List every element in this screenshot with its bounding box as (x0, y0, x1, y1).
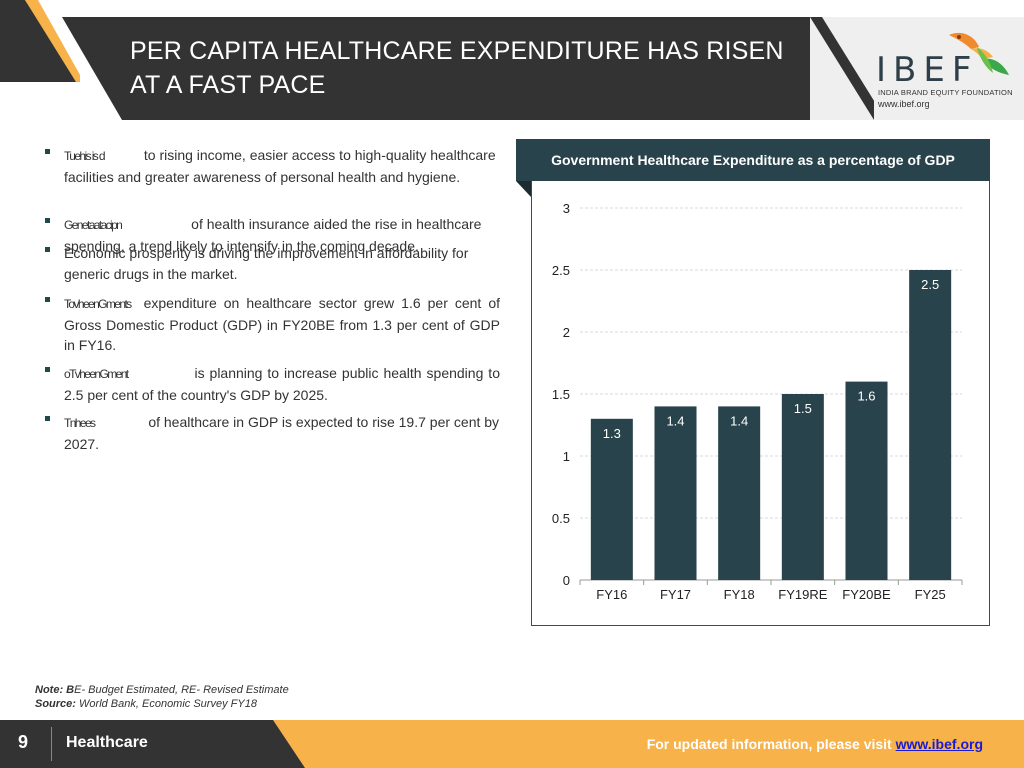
bar (718, 406, 761, 580)
bullet-text: Economic prosperity is driving the impro… (64, 245, 469, 282)
bullet-marker-icon (45, 218, 50, 223)
footer-cta: For updated information, please visit ww… (647, 736, 983, 752)
header-bar (62, 17, 874, 120)
y-tick-label: 2 (563, 325, 570, 340)
x-tick-label: FY19RE (778, 587, 827, 602)
footer-divider (51, 727, 52, 761)
bar (781, 394, 824, 580)
chart-title-tab (516, 181, 531, 197)
source-text: World Bank, Economic Survey FY18 (79, 698, 257, 710)
bar (590, 418, 633, 580)
logo-subtitle: INDIA BRAND EQUITY FOUNDATION (878, 88, 1013, 97)
bullet-item: Economic prosperity is driving the impro… (44, 243, 500, 284)
bullet-marker-icon (45, 297, 50, 302)
y-tick-label: 2.5 (552, 263, 570, 278)
data-label: 2.5 (921, 277, 939, 292)
bullet-keyword: Genetaatacipn (64, 218, 123, 232)
bar-chart: 0 0.5 1 1.5 2 2.5 3 1.3 FY16 1.4 FY17 1.4 FY18 1.5 FY1… (552, 201, 963, 602)
bullet-item: Tnhees of healthcare in GDP is expected … (44, 412, 500, 454)
footer-section: Healthcare (66, 734, 148, 751)
note-text: E- Budget Estimated, RE- Revised Estimat… (74, 684, 289, 696)
bar (845, 381, 888, 580)
bullet-keyword: Tnhees (64, 416, 96, 430)
bullet-text: to rising income, easier access to high-… (64, 147, 496, 185)
logo-url: www.ibef.org (878, 99, 930, 109)
footer-cta-text: For updated information, please visit (646, 736, 896, 752)
data-label: 1.4 (730, 413, 748, 428)
y-tick-label: 0.5 (552, 511, 570, 526)
page-number: 9 (18, 732, 29, 752)
bullet-item: oTvheenGment is planning to increase pub… (44, 363, 500, 405)
x-tick-label: FY16 (596, 587, 627, 602)
y-tick-label: 1.5 (552, 387, 570, 402)
bullet-keyword: oTvheenGment (64, 367, 129, 381)
y-tick-label: 1 (563, 449, 570, 464)
bullet-marker-icon (45, 367, 50, 372)
bullet-item: Tuehis is d to rising income, easier acc… (44, 145, 500, 187)
footer-dark-shape (0, 720, 305, 768)
data-label: 1.4 (666, 413, 684, 428)
footer-link[interactable]: www.ibef.org (895, 736, 983, 752)
bar (654, 406, 697, 580)
header-corner-shape (0, 0, 80, 82)
data-label: 1.6 (857, 389, 875, 404)
bullet-item: Genetaatacipn of health insurance aided … (44, 214, 500, 256)
bird-logo-icon (949, 32, 1009, 75)
bullet-text: is planning to increase public health sp… (64, 365, 500, 403)
x-tick-label: FY17 (660, 587, 691, 602)
data-label: 1.5 (794, 401, 812, 416)
x-tick-label: FY18 (724, 587, 755, 602)
bullet-marker-icon (45, 416, 50, 421)
bullet-keyword: Tuehis is d (64, 149, 106, 163)
ibef-logo: IBEF (876, 50, 979, 90)
chart-title: Government Healthcare Expenditure as a p… (516, 139, 990, 181)
bullet-text: of healthcare in GDP is expected to rise… (64, 414, 500, 452)
note-label: Note: B (35, 684, 75, 696)
bullet-keyword: TovheenGments (64, 297, 132, 311)
source-label: Source: (35, 698, 76, 710)
note-line: Note: BE- Budget Estimated, RE- Revised … (35, 684, 289, 696)
source-line: Source: World Bank, Economic Survey FY18 (35, 698, 257, 710)
bar (909, 270, 952, 580)
data-label: 1.3 (603, 426, 621, 441)
bullet-marker-icon (45, 149, 50, 154)
x-tick-label: FY20BE (842, 587, 891, 602)
bullet-text: expenditure on healthcare sector grew 1.… (64, 295, 500, 353)
bullet-text: of health insurance aided the rise in he… (64, 216, 482, 254)
header-bar-overlay (810, 17, 874, 120)
y-tick-label: 0 (563, 573, 570, 588)
x-tick-label: FY25 (915, 587, 946, 602)
page-title: PER CAPITA HEALTHCARE EXPENDITURE HAS RI… (130, 37, 784, 99)
bullet-marker-icon (45, 247, 50, 252)
y-tick-label: 3 (563, 201, 570, 216)
bullet-item: TovheenGments expenditure on healthcare … (44, 293, 500, 356)
